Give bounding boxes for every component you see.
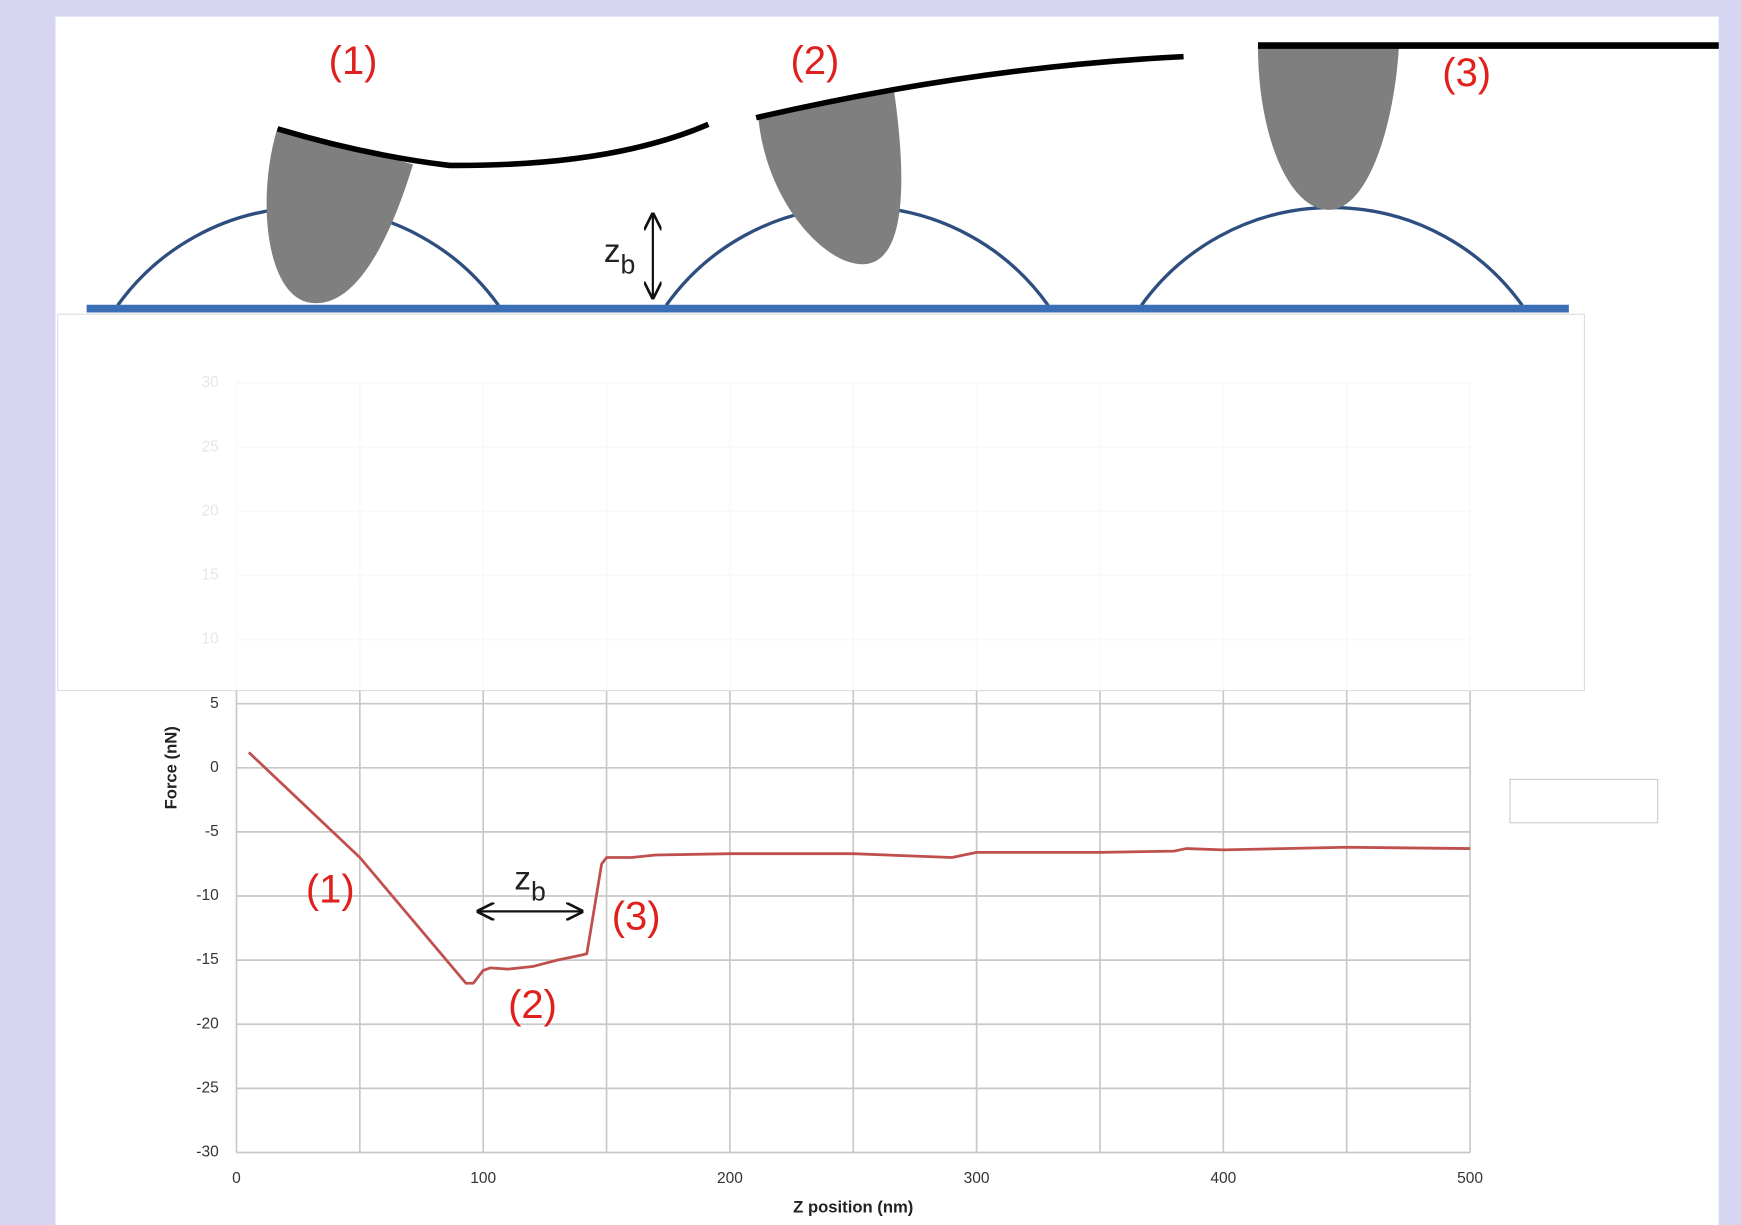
zb-sub: b: [620, 250, 635, 280]
x-tick-label: 400: [1210, 1170, 1236, 1187]
y-tick-label: -10: [196, 887, 219, 904]
page: {"diagram": {"labels": ["(1)", "(2)", "(…: [0, 0, 1741, 1225]
overlay-box: [58, 314, 1585, 690]
diagram-label: (2): [791, 39, 840, 83]
annotation: (2): [508, 983, 557, 1027]
figure: -30-25-20-15-10-505101520253001002003004…: [0, 0, 1741, 1225]
y-tick-label: -25: [196, 1079, 218, 1096]
legend-box: [1510, 779, 1658, 822]
x-tick-label: 300: [964, 1170, 990, 1187]
content: -30-25-20-15-10-505101520253001002003004…: [56, 17, 1719, 1225]
annotation: (1): [306, 868, 355, 912]
x-tick-label: 0: [232, 1170, 241, 1187]
x-tick-label: 100: [470, 1170, 496, 1187]
diagram-label: (1): [329, 39, 378, 83]
y-tick-label: 5: [210, 695, 219, 712]
y-tick-label: -15: [196, 951, 218, 968]
y-tick-label: -30: [196, 1144, 219, 1161]
span-sub: b: [531, 877, 546, 907]
y-tick-label: -5: [205, 823, 219, 840]
span-main: z: [514, 860, 531, 897]
x-tick-label: 200: [717, 1170, 743, 1187]
diagram-label: (3): [1442, 51, 1491, 95]
y-tick-label: -20: [196, 1015, 219, 1032]
x-tick-label: 500: [1457, 1170, 1483, 1187]
y-axis-title: Force (nN): [161, 726, 180, 809]
x-axis-title: Z position (nm): [793, 1197, 913, 1216]
annotation: (3): [612, 895, 661, 939]
zb-main: z: [604, 233, 621, 270]
y-tick-label: 0: [210, 759, 219, 776]
